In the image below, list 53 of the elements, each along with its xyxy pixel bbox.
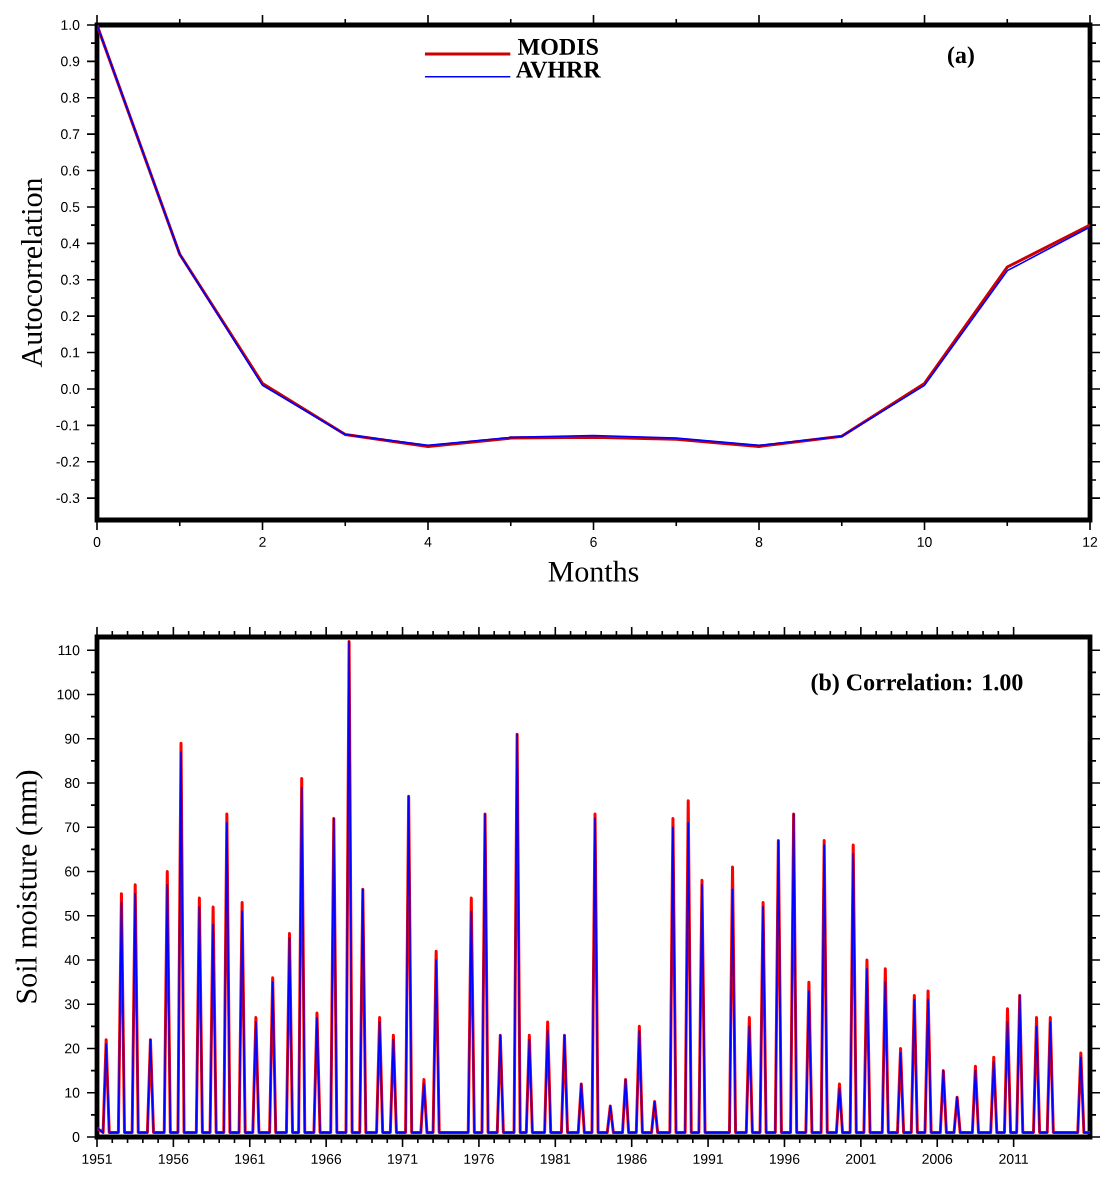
legend-label: MODIS <box>517 38 598 55</box>
x-tick-label: 1991 <box>693 1154 723 1164</box>
y-axis-title: Soil moisture (mm) <box>15 770 43 1003</box>
y-tick-label: 90 <box>64 733 80 744</box>
x-tick-label: 2001 <box>845 1154 876 1164</box>
y-tick-label: 50 <box>64 910 80 921</box>
y-tick-label: 0.5 <box>60 202 80 212</box>
annotation: (a) <box>947 46 974 69</box>
x-tick-label: 1966 <box>311 1154 341 1164</box>
y-tick-label: 20 <box>64 1043 80 1054</box>
y-tick-label: -0.1 <box>56 420 80 431</box>
y-tick-label: 1.0 <box>61 20 80 30</box>
y-tick-label: 10 <box>65 1087 80 1098</box>
x-tick-label: 8 <box>755 537 763 547</box>
x-tick-label: 1986 <box>616 1154 647 1164</box>
y-tick-label: 0 <box>72 1132 80 1142</box>
y-tick-label: 0.0 <box>60 384 80 394</box>
y-tick-label: 0.7 <box>60 129 80 140</box>
y-tick-label: 40 <box>64 955 80 965</box>
x-tick-label: 0 <box>93 537 101 547</box>
x-tick-label: 1971 <box>387 1154 418 1164</box>
y-tick-label: 0.2 <box>60 311 80 322</box>
y-tick-label: 70 <box>64 822 80 833</box>
legend-label: AVHRR <box>515 61 601 78</box>
x-tick-label: 2006 <box>922 1154 952 1164</box>
x-tick-label: 1976 <box>464 1154 494 1164</box>
x-tick-label: 1981 <box>540 1154 570 1164</box>
x-tick-label: 4 <box>424 537 432 547</box>
x-tick-label: 2 <box>259 537 266 547</box>
x-tick-label: 1951 <box>82 1154 112 1164</box>
x-tick-label: 6 <box>590 537 597 547</box>
y-tick-label: -0.2 <box>56 456 80 467</box>
y-tick-label: 110 <box>58 645 80 656</box>
y-tick-label: 100 <box>57 689 80 700</box>
x-tick-label: 1961 <box>235 1154 265 1164</box>
y-tick-label: 60 <box>64 866 80 877</box>
y-tick-label: 0.1 <box>60 347 80 358</box>
y-tick-label: 0.9 <box>60 56 80 67</box>
y-tick-label: -0.3 <box>56 493 80 504</box>
y-tick-label: 80 <box>64 778 80 788</box>
y-tick-label: 0.3 <box>60 274 80 285</box>
x-tick-label: 1956 <box>158 1154 189 1164</box>
y-tick-label: 0.6 <box>60 165 80 176</box>
x-tick-label: 1996 <box>769 1154 800 1164</box>
y-tick-label: 0.4 <box>60 238 80 249</box>
x-tick-label: 2011 <box>999 1154 1028 1164</box>
y-axis-title: Autocorrelation <box>20 177 42 368</box>
y-tick-label: 0.8 <box>60 92 80 103</box>
x-axis-title: Months <box>548 560 639 582</box>
y-tick-label: 30 <box>64 999 80 1010</box>
x-tick-label: 10 <box>917 537 932 547</box>
x-tick-label: 12 <box>1083 537 1097 547</box>
annotation: (b) Correlation: 1.00 <box>811 673 1023 696</box>
